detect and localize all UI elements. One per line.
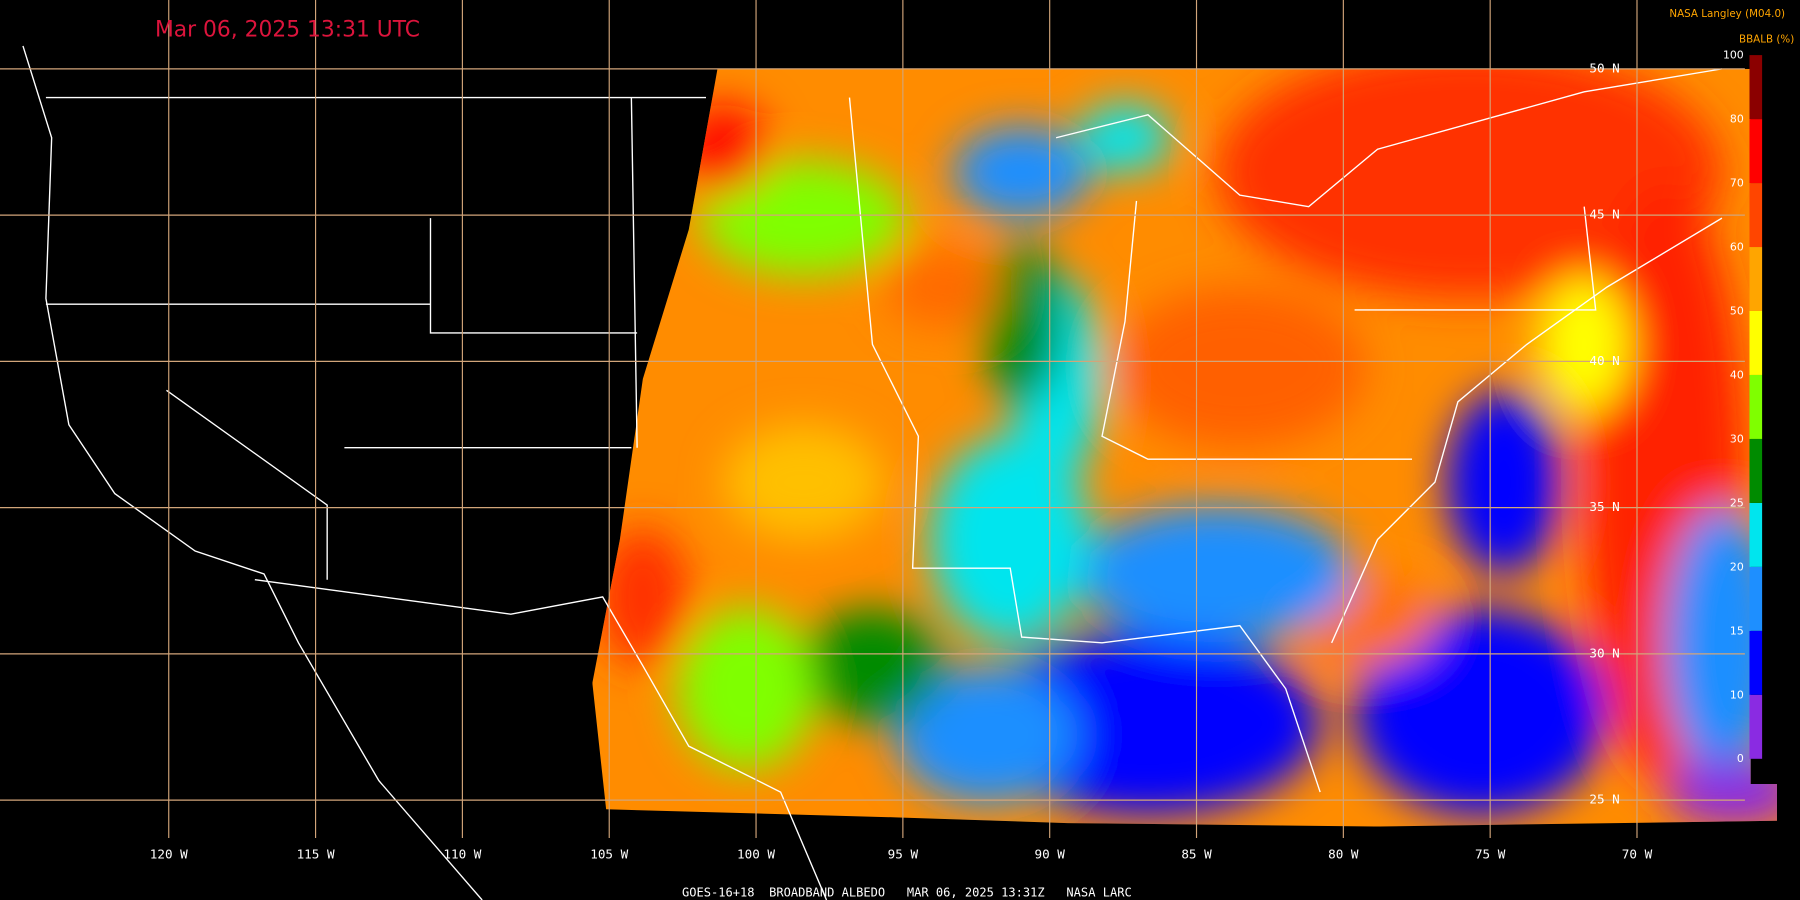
latitude-label: 40 N	[1589, 353, 1619, 368]
longitude-label: 120 W	[150, 847, 188, 862]
colorbar-tick-label: 30	[1730, 432, 1744, 445]
source-label: NASA Langley (M04.0)	[1669, 8, 1785, 20]
longitude-label: 90 W	[1035, 847, 1066, 862]
colorbar-tick-label: 40	[1730, 368, 1744, 381]
colorbar-segment	[1749, 566, 1763, 631]
albedo-imagery	[592, 68, 1778, 827]
longitude-label: 115 W	[297, 847, 335, 862]
longitude-label: 80 W	[1328, 847, 1359, 862]
longitude-label: 105 W	[590, 847, 628, 862]
colorbar-title: BBALB (%)	[1739, 33, 1794, 45]
colorbar: 0 10 15 20 25 30 40 50 60 70 80 100	[1723, 49, 1763, 765]
latitude-label: 45 N	[1589, 207, 1619, 222]
longitude-label: 95 W	[888, 847, 919, 862]
colorbar-segment	[1749, 630, 1763, 695]
longitude-label: 100 W	[737, 847, 775, 862]
colorbar-segment	[1749, 502, 1763, 567]
colorbar-segment	[1749, 438, 1763, 503]
colorbar-segment	[1749, 694, 1763, 759]
colorbar-segment	[1749, 55, 1763, 120]
latitude-label: 25 N	[1589, 792, 1619, 807]
colorbar-segment	[1749, 310, 1763, 375]
latitude-label: 30 N	[1589, 645, 1619, 660]
footer-caption: GOES-16+18 BROADBAND ALBEDO MAR 06, 2025…	[682, 886, 1132, 900]
colorbar-tick-label: 100	[1723, 49, 1744, 62]
colorbar-tick-label: 20	[1730, 560, 1744, 573]
colorbar-segment	[1749, 183, 1763, 248]
colorbar-tick-label: 50	[1730, 304, 1744, 317]
colorbar-segment	[1749, 374, 1763, 439]
longitude-label: 70 W	[1622, 847, 1653, 862]
colorbar-tick-label: 80	[1730, 113, 1744, 126]
colorbar-tick-label: 25	[1730, 496, 1744, 509]
colorbar-tick-label: 15	[1730, 624, 1744, 637]
colorbar-tick-label: 70	[1730, 176, 1744, 189]
colorbar-tick-label: 10	[1730, 688, 1744, 701]
colorbar-segment	[1749, 119, 1763, 184]
longitude-label: 85 W	[1181, 847, 1212, 862]
longitude-label: 110 W	[443, 847, 481, 862]
latitude-label: 50 N	[1589, 60, 1619, 75]
boundaries	[22, 45, 1723, 900]
colorbar-tick-label: 60	[1730, 240, 1744, 253]
graticule: 120 W 115 W 110 W 105 W 100 W 95 W 90 W 85 W 80 …	[0, 0, 1745, 862]
timestamp: Mar 06, 2025 13:31 UTC	[155, 18, 420, 43]
latitude-label: 35 N	[1589, 499, 1619, 514]
longitude-label: 75 W	[1475, 847, 1506, 862]
colorbar-tick-label: 0	[1737, 752, 1744, 765]
colorbar-segment	[1749, 247, 1763, 311]
